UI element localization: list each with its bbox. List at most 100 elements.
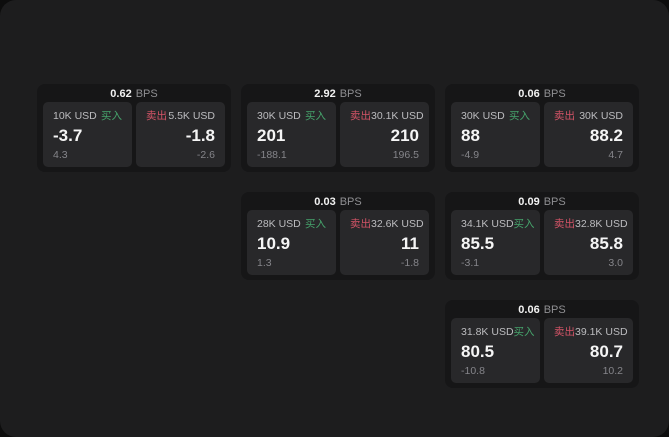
buy-panel[interactable]: 34.1K USD 买入 85.5 -3.1 <box>451 210 540 275</box>
sell-amount: 5.5K USD <box>168 110 215 122</box>
sell-side-label: 卖出 <box>350 110 371 122</box>
buy-side-label: 买入 <box>509 110 530 122</box>
card-header: 2.92 BPS <box>247 87 429 101</box>
sell-change: -2.6 <box>196 149 215 161</box>
buy-panel[interactable]: 10K USD 买入 -3.7 4.3 <box>43 102 132 167</box>
sell-side-label: 卖出 <box>554 110 575 122</box>
card-header: 0.62 BPS <box>43 87 225 101</box>
bps-unit: BPS <box>135 88 158 100</box>
buy-side-label: 买入 <box>305 218 326 230</box>
bps-value: 0.62 <box>110 88 132 100</box>
sell-change: 196.5 <box>392 149 419 161</box>
card-header: 0.09 BPS <box>451 195 633 209</box>
buy-amount: 10K USD <box>53 110 97 122</box>
quote-card: 0.06 BPS 30K USD 买入 88 -4.9 卖出 30K USD 88… <box>445 84 639 172</box>
sell-side-label: 卖出 <box>554 218 575 230</box>
card-header: 0.06 BPS <box>451 303 633 317</box>
sell-panel[interactable]: 卖出 32.8K USD 85.8 3.0 <box>544 210 633 275</box>
quote-card: 2.92 BPS 30K USD 买入 201 -188.1 卖出 30.1K U… <box>241 84 435 172</box>
panels: 10K USD 买入 -3.7 4.3 卖出 5.5K USD -1.8 -2.… <box>43 102 225 167</box>
bps-unit: BPS <box>339 88 362 100</box>
sell-price: -1.8 <box>185 126 215 145</box>
buy-amount: 28K USD <box>257 218 301 230</box>
buy-panel-top: 28K USD 买入 <box>257 218 326 230</box>
bps-unit: BPS <box>543 88 566 100</box>
sell-amount: 39.1K USD <box>575 326 628 338</box>
buy-price: 201 <box>257 126 286 145</box>
sell-side-label: 卖出 <box>554 326 575 338</box>
sell-amount: 30.1K USD <box>371 110 424 122</box>
sell-panel-top: 卖出 32.6K USD <box>350 218 424 230</box>
buy-panel[interactable]: 31.8K USD 买入 80.5 -10.8 <box>451 318 540 383</box>
buy-price: 10.9 <box>257 234 291 253</box>
card-header: 0.06 BPS <box>451 87 633 101</box>
sell-panel[interactable]: 卖出 30K USD 88.2 4.7 <box>544 102 633 167</box>
sell-change: 3.0 <box>608 257 623 269</box>
panels: 30K USD 买入 88 -4.9 卖出 30K USD 88.2 4.7 <box>451 102 633 167</box>
bps-value: 2.92 <box>314 88 336 100</box>
bps-value: 0.09 <box>518 196 540 208</box>
bps-unit: BPS <box>543 196 566 208</box>
buy-change: 4.3 <box>53 149 68 161</box>
panels: 34.1K USD 买入 85.5 -3.1 卖出 32.8K USD 85.8… <box>451 210 633 275</box>
sell-amount: 32.6K USD <box>371 218 424 230</box>
sell-panel-top: 卖出 39.1K USD <box>554 326 628 338</box>
buy-side-label: 买入 <box>101 110 122 122</box>
sell-change: 10.2 <box>602 365 623 377</box>
sell-side-label: 卖出 <box>146 110 167 122</box>
card-header: 0.03 BPS <box>247 195 429 209</box>
bps-unit: BPS <box>543 304 566 316</box>
buy-price: -3.7 <box>53 126 83 145</box>
sell-change: -1.8 <box>400 257 419 269</box>
buy-panel-top: 10K USD 买入 <box>53 110 122 122</box>
quote-card: 0.09 BPS 34.1K USD 买入 85.5 -3.1 卖出 32.8K … <box>445 192 639 280</box>
sell-panel[interactable]: 卖出 32.6K USD 11 -1.8 <box>340 210 429 275</box>
buy-side-label: 买入 <box>513 326 535 338</box>
sell-panel-top: 卖出 30.1K USD <box>350 110 424 122</box>
sell-amount: 32.8K USD <box>575 218 628 230</box>
buy-change: -188.1 <box>257 149 287 161</box>
panels: 31.8K USD 买入 80.5 -10.8 卖出 39.1K USD 80.… <box>451 318 633 383</box>
sell-change: 4.7 <box>608 149 623 161</box>
buy-amount: 30K USD <box>257 110 301 122</box>
sell-panel[interactable]: 卖出 30.1K USD 210 196.5 <box>340 102 429 167</box>
quote-card: 0.06 BPS 31.8K USD 买入 80.5 -10.8 卖出 39.1K… <box>445 300 639 388</box>
panels: 28K USD 买入 10.9 1.3 卖出 32.6K USD 11 -1.8 <box>247 210 429 275</box>
sell-panel-top: 卖出 30K USD <box>554 110 623 122</box>
cards-grid: 0.62 BPS 10K USD 买入 -3.7 4.3 卖出 5.5K USD … <box>37 84 639 388</box>
buy-side-label: 买入 <box>305 110 326 122</box>
quote-card: 0.62 BPS 10K USD 买入 -3.7 4.3 卖出 5.5K USD … <box>37 84 231 172</box>
buy-side-label: 买入 <box>513 218 535 230</box>
sell-price: 11 <box>401 234 419 253</box>
buy-change: 1.3 <box>257 257 272 269</box>
sell-price: 85.8 <box>589 234 623 253</box>
bps-value: 0.03 <box>314 196 336 208</box>
buy-panel-top: 30K USD 买入 <box>461 110 530 122</box>
buy-price: 85.5 <box>461 234 495 253</box>
buy-amount: 30K USD <box>461 110 505 122</box>
buy-change: -3.1 <box>461 257 480 269</box>
sell-price: 88.2 <box>589 126 623 145</box>
sell-panel-top: 卖出 5.5K USD <box>146 110 215 122</box>
sell-panel[interactable]: 卖出 39.1K USD 80.7 10.2 <box>544 318 633 383</box>
buy-panel[interactable]: 30K USD 买入 201 -188.1 <box>247 102 336 167</box>
sell-panel-top: 卖出 32.8K USD <box>554 218 628 230</box>
sell-side-label: 卖出 <box>350 218 371 230</box>
buy-change: -10.8 <box>461 365 485 377</box>
sell-panel[interactable]: 卖出 5.5K USD -1.8 -2.6 <box>136 102 225 167</box>
quote-card: 0.03 BPS 28K USD 买入 10.9 1.3 卖出 32.6K USD… <box>241 192 435 280</box>
buy-panel-top: 30K USD 买入 <box>257 110 326 122</box>
buy-amount: 34.1K USD <box>461 218 514 230</box>
buy-change: -4.9 <box>461 149 480 161</box>
bps-value: 0.06 <box>518 304 540 316</box>
sell-amount: 30K USD <box>579 110 623 122</box>
buy-panel[interactable]: 30K USD 买入 88 -4.9 <box>451 102 540 167</box>
buy-amount: 31.8K USD <box>461 326 514 338</box>
sell-price: 80.7 <box>589 342 623 361</box>
sell-price: 210 <box>390 126 419 145</box>
bps-unit: BPS <box>339 196 362 208</box>
panels: 30K USD 买入 201 -188.1 卖出 30.1K USD 210 1… <box>247 102 429 167</box>
buy-panel[interactable]: 28K USD 买入 10.9 1.3 <box>247 210 336 275</box>
buy-price: 80.5 <box>461 342 495 361</box>
